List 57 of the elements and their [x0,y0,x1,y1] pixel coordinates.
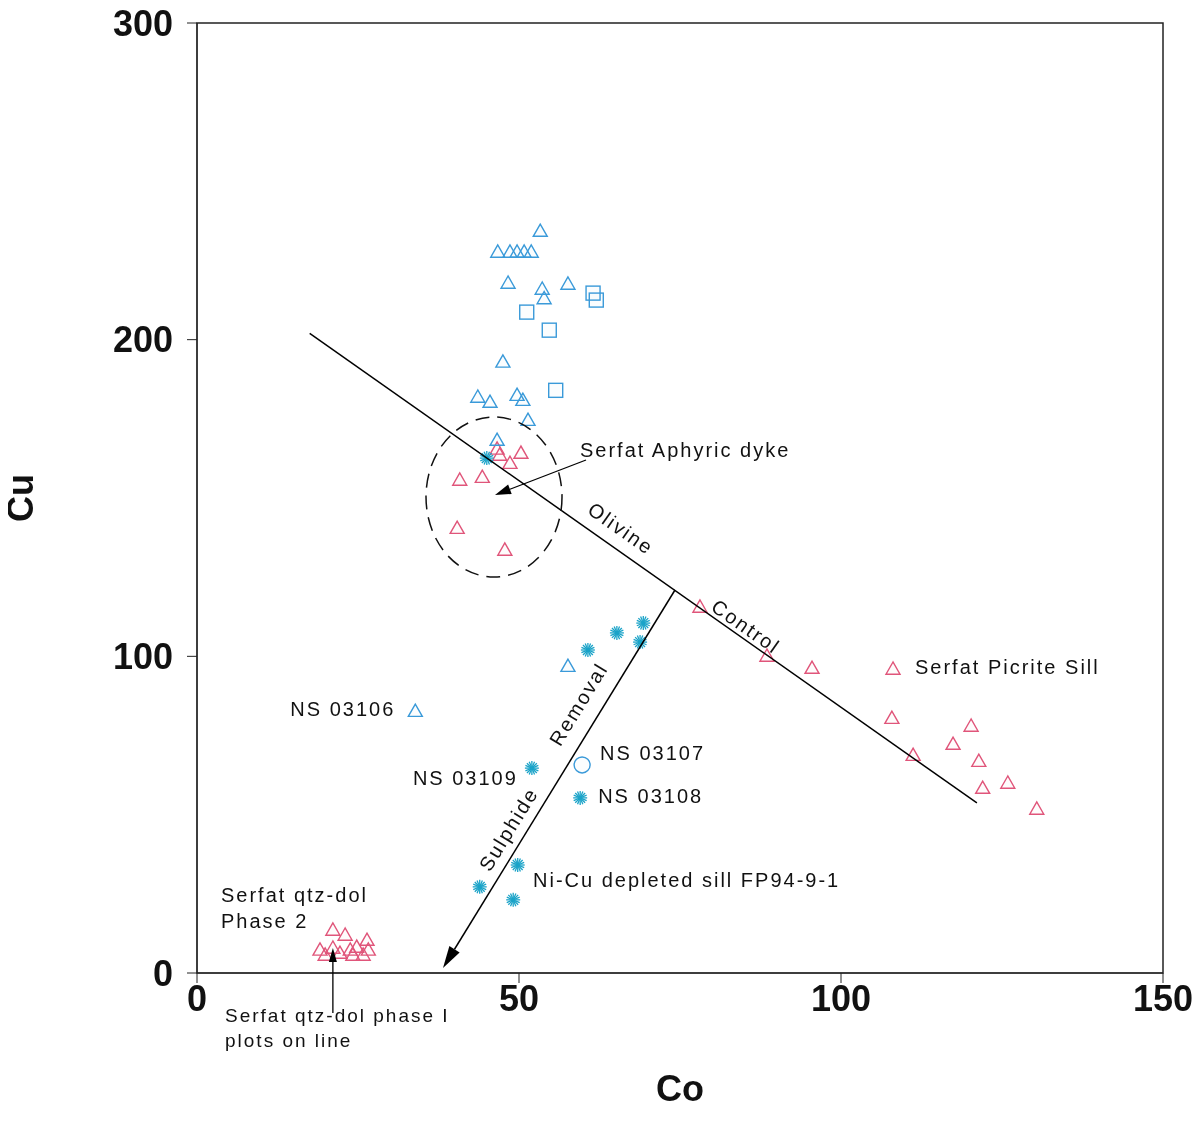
point [513,445,529,459]
annotation: Ni-Cu depleted sill FP94-9-1 [533,869,841,892]
point [523,244,539,258]
point [884,710,900,725]
point [470,389,486,403]
annotation: NS 03108 [598,785,704,808]
point [407,703,424,718]
point [532,223,548,237]
annotation: Serfat qtz-dol [221,884,368,907]
point [573,756,591,774]
y-tick-label: 300 [112,2,173,44]
point [534,281,550,295]
point [804,660,820,674]
point [337,927,353,941]
point [325,922,341,936]
point [355,947,371,961]
annotation: NS 03106 [290,698,396,721]
legend-label: Serfat Picrite Sill [915,656,1100,679]
y-tick-label: 100 [112,636,173,678]
point [490,244,506,258]
point [519,304,535,320]
point [520,412,536,427]
y-tick-label: 200 [112,319,173,361]
y-axis-title: Cu [0,474,41,522]
x-tick-label: 0 [186,977,208,1019]
x-axis-title: Co [656,1068,704,1109]
point [449,520,465,535]
x-tick-label: 50 [498,977,540,1019]
annotation: Serfat Aphyric dyke [580,439,791,462]
point [495,354,511,368]
point [541,322,557,338]
point [491,447,508,461]
x-tick-label: 150 [1132,977,1194,1019]
point [502,455,518,470]
point [515,392,531,407]
annotation: Phase 2 [221,910,309,933]
point [963,718,979,732]
point [474,469,490,484]
point [500,275,516,289]
annotation: Serfat qtz-dol phase I plots on line [225,1004,451,1053]
point [482,394,498,408]
x-tick-label: 100 [810,977,872,1019]
annotation: NS 03107 [600,742,706,765]
point [971,753,987,768]
point [560,276,576,290]
point [588,292,604,308]
point [974,780,991,795]
point [536,290,552,305]
point [945,736,961,750]
point [489,432,505,446]
annotation: NS 03109 [412,767,518,790]
point [1029,801,1045,815]
point [548,382,564,399]
point [497,542,513,556]
point [452,472,468,486]
point [359,932,375,947]
point [1000,775,1016,789]
